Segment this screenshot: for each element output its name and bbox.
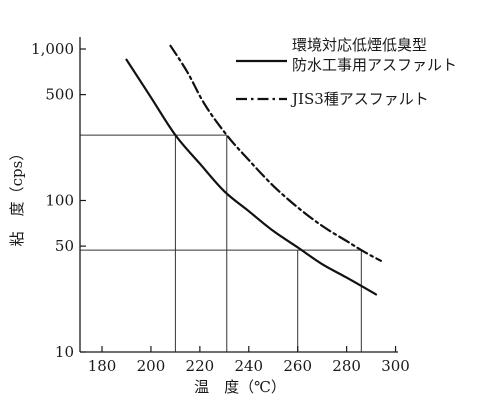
x-axis-title: 温 度（℃） xyxy=(194,378,286,396)
legend-label: 環境対応低煙低臭型 xyxy=(292,36,427,54)
legend-label: 防水工事用アスファルト xyxy=(292,56,457,74)
y-tick-label: 10 xyxy=(55,343,74,361)
x-tick-label: 220 xyxy=(186,357,215,375)
legend-label: JIS3種アスファルト xyxy=(290,90,429,108)
reference-guides xyxy=(80,134,362,352)
series-line-jis3-asphalt xyxy=(169,44,382,262)
y-ticks: 10 50 100 500 1,000 xyxy=(31,40,86,361)
x-ticks: 180 200 220 240 260 280 300 xyxy=(88,346,410,375)
x-tick-label: 260 xyxy=(283,357,312,375)
y-tick-label: 50 xyxy=(55,237,74,255)
y-axis-title: 粘 度（cps） xyxy=(8,146,26,247)
x-tick-label: 240 xyxy=(234,357,263,375)
y-tick-label: 100 xyxy=(45,191,74,209)
y-tick-label: 500 xyxy=(45,86,74,104)
x-tick-label: 300 xyxy=(381,357,410,375)
y-tick-label: 1,000 xyxy=(31,40,74,58)
x-tick-label: 200 xyxy=(137,357,166,375)
series-line-eco-asphalt xyxy=(125,58,378,296)
x-tick-label: 180 xyxy=(88,357,117,375)
series-lines xyxy=(125,44,382,296)
x-tick-label: 280 xyxy=(332,357,361,375)
axes xyxy=(79,37,398,353)
